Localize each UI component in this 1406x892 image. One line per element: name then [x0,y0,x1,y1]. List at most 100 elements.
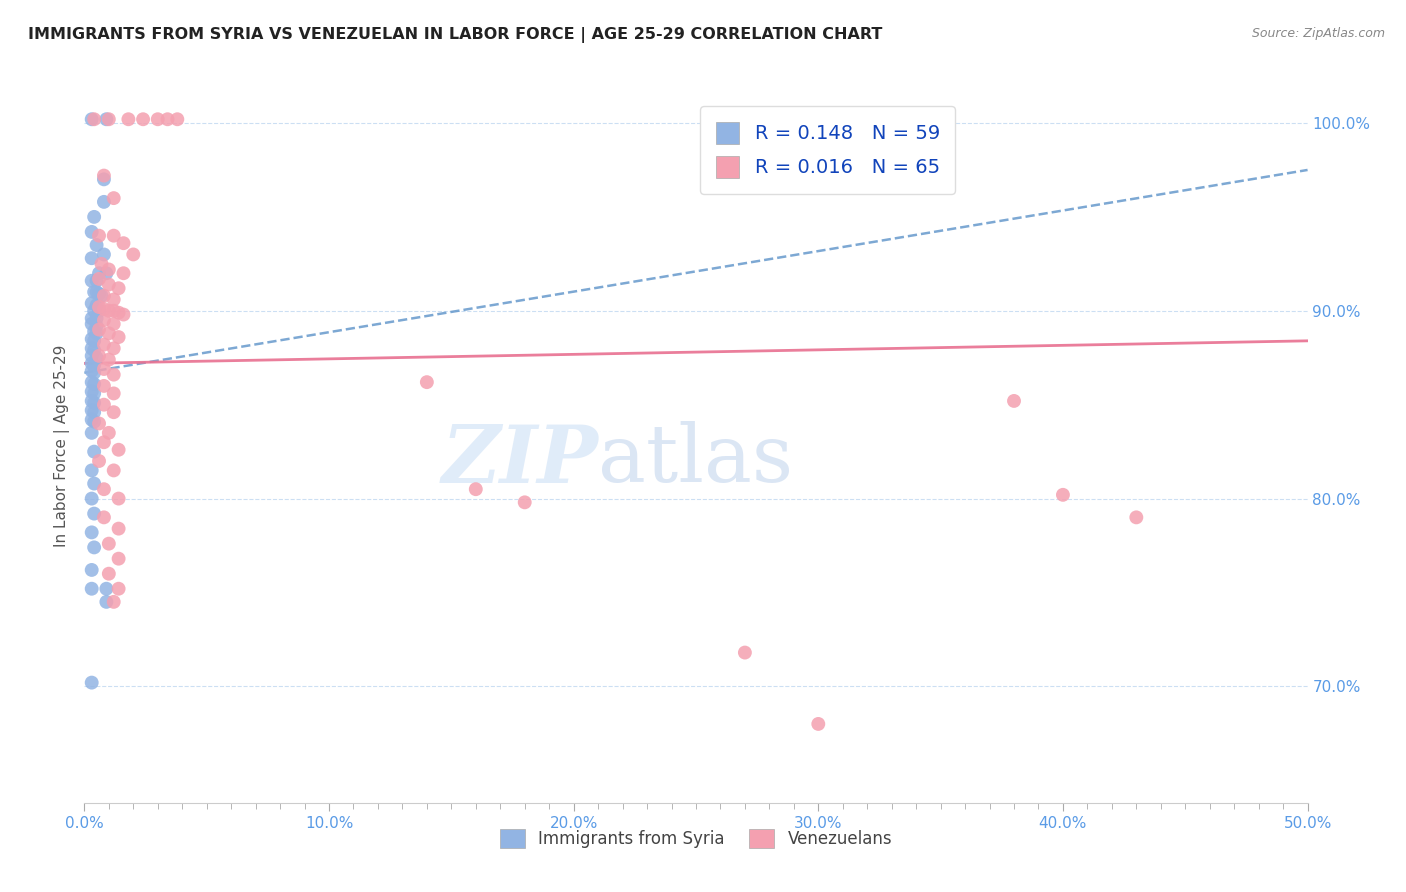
Point [80,375,103,389]
Point [93,482,115,496]
Point [93,247,115,261]
Point [86,285,108,299]
Point [87,266,110,280]
Point [93,194,115,209]
Point [87,228,110,243]
Text: atlas: atlas [598,421,793,500]
Point [107,491,129,506]
Point [107,306,129,320]
Point [103,317,125,331]
Point [86,298,108,312]
Point [83,112,105,127]
Point [87,454,110,468]
Point [83,415,105,429]
Point [734,646,756,660]
Point [83,210,105,224]
Point [103,368,125,382]
Point [86,351,108,365]
Point [93,510,115,524]
Point [83,396,105,410]
Point [107,582,129,596]
Point [1002,393,1025,408]
Point [416,375,439,389]
Point [93,172,115,186]
Point [80,413,103,427]
Point [93,362,115,376]
Point [103,228,125,243]
Point [93,289,115,303]
Point [112,236,135,251]
Point [87,349,110,363]
Point [107,442,129,457]
Point [96,595,118,609]
Point [107,281,129,295]
Point [103,463,125,477]
Text: Source: ZipAtlas.com: Source: ZipAtlas.com [1251,27,1385,40]
Point [87,322,110,336]
Point [97,326,120,341]
Point [103,405,125,419]
Point [80,563,103,577]
Point [83,444,105,458]
Point [80,403,103,417]
Point [1125,510,1147,524]
Point [80,525,103,540]
Point [83,377,105,392]
Point [83,325,105,339]
Point [87,303,110,318]
Point [93,313,115,327]
Point [103,303,125,318]
Point [103,595,125,609]
Point [97,277,120,292]
Point [1052,488,1074,502]
Point [86,326,108,341]
Point [83,366,105,380]
Point [93,398,115,412]
Point [80,393,103,408]
Point [96,266,118,280]
Point [90,289,112,303]
Point [83,476,105,491]
Point [93,169,115,183]
Point [97,425,120,440]
Text: ZIP: ZIP [441,422,598,499]
Point [90,257,112,271]
Point [97,536,120,550]
Point [103,293,125,307]
Point [83,343,105,358]
Point [93,435,115,450]
Point [96,582,118,596]
Point [80,582,103,596]
Point [103,386,125,401]
Point [86,318,108,333]
Point [146,112,169,127]
Point [83,285,105,299]
Point [166,112,188,127]
Point [156,112,179,127]
Point [112,308,135,322]
Point [97,566,120,581]
Point [80,384,103,399]
Point [80,349,103,363]
Point [117,112,139,127]
Point [80,675,103,690]
Point [83,303,105,318]
Point [83,358,105,372]
Point [132,112,155,127]
Point [83,541,105,555]
Point [464,482,486,496]
Point [87,417,110,431]
Point [807,717,830,731]
Text: IMMIGRANTS FROM SYRIA VS VENEZUELAN IN LABOR FORCE | AGE 25-29 CORRELATION CHART: IMMIGRANTS FROM SYRIA VS VENEZUELAN IN L… [28,27,883,43]
Point [107,522,129,536]
Point [83,405,105,419]
Point [112,266,135,280]
Point [80,317,103,331]
Point [103,342,125,356]
Legend: Immigrants from Syria, Venezuelans: Immigrants from Syria, Venezuelans [494,822,898,855]
Point [86,274,108,288]
Point [87,300,110,314]
Point [87,286,110,301]
Point [107,330,129,344]
Point [80,364,103,378]
